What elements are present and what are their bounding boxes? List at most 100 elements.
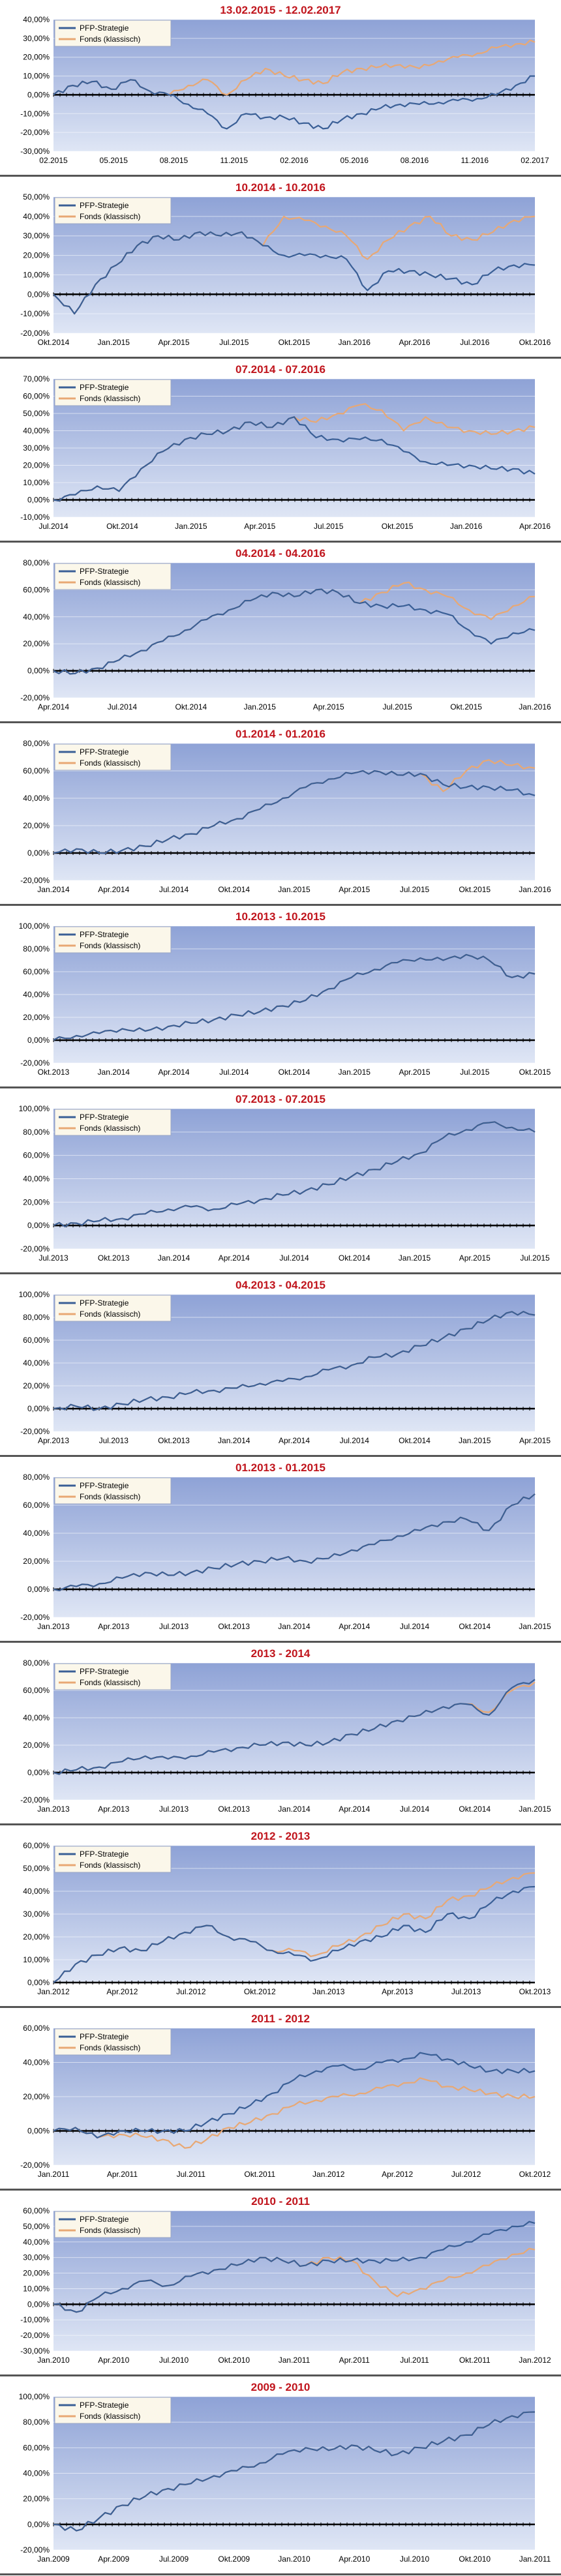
y-tick-label: 40,00% bbox=[23, 427, 50, 436]
x-tick-label: Apr.2009 bbox=[98, 2554, 129, 2564]
y-tick-label: 30,00% bbox=[23, 1910, 50, 1919]
x-tick-label: 08.2015 bbox=[160, 156, 189, 165]
chart-title: 04.2014 - 04.2016 bbox=[235, 547, 326, 560]
legend-box bbox=[54, 926, 172, 953]
x-tick-label: Jan.2015 bbox=[519, 1622, 551, 1631]
x-tick-label: Jul.2010 bbox=[159, 2356, 189, 2365]
series-line-pfp bbox=[53, 231, 536, 315]
y-tick-label: 10,00% bbox=[23, 2284, 50, 2293]
x-tick-label: Jan.2015 bbox=[175, 522, 207, 531]
x-tick-label: Jan.2011 bbox=[279, 2356, 311, 2365]
y-tick-label: 70,00% bbox=[23, 374, 50, 383]
y-tick-label: 0,00% bbox=[27, 1768, 50, 1777]
y-tick-label: -20,00% bbox=[20, 1244, 50, 1253]
chart-panel: 2009 - 2010 100,00% 80,00% 60,00% 40,00% 20,0… bbox=[0, 2377, 561, 2576]
y-tick-label: 40,00% bbox=[23, 1358, 50, 1368]
legend-label-pfp: PFP-Strategie bbox=[80, 201, 129, 210]
x-tick-label: 08.2016 bbox=[401, 156, 429, 165]
chart-panel: 04.2013 - 04.2015 100,00% 80,00% 60,00% 40,0… bbox=[0, 1275, 561, 1458]
chart-title: 2009 - 2010 bbox=[250, 2381, 311, 2393]
x-tick-label: Jan.2010 bbox=[37, 2356, 70, 2365]
x-tick-label: Apr.2013 bbox=[98, 1805, 129, 1814]
y-tick-label: 0,00% bbox=[27, 1404, 50, 1413]
x-tick-label: Okt.2010 bbox=[459, 2554, 491, 2564]
x-tick-label: Jul.2012 bbox=[451, 2170, 481, 2179]
chart-title: 2013 - 2014 bbox=[250, 1647, 311, 1660]
legend-label-pfp: PFP-Strategie bbox=[80, 2215, 129, 2224]
y-tick-label: -20,00% bbox=[20, 2545, 50, 2554]
x-tick-label: Okt.2013 bbox=[98, 1253, 130, 1263]
y-tick-label: 0,00% bbox=[27, 848, 50, 858]
line-chart: 100,00% 80,00% 60,00% 40,00% 20,00% 0,00% -20,… bbox=[19, 921, 551, 1077]
panel-divider bbox=[0, 2573, 561, 2575]
panel-divider bbox=[0, 357, 561, 359]
panel-divider bbox=[0, 1823, 561, 1825]
y-tick-label: 40,00% bbox=[23, 2469, 50, 2478]
x-tick-label: Okt.2014 bbox=[459, 1805, 491, 1814]
y-tick-label: 40,00% bbox=[23, 1887, 50, 1896]
y-tick-label: 80,00% bbox=[23, 558, 50, 567]
line-chart: 40,00% 30,00% 20,00% 10,00% 0,00% -10,00% -20,… bbox=[20, 15, 549, 165]
legend-label-fonds: Fonds (klassisch) bbox=[80, 1310, 140, 1319]
legend-label-fonds: Fonds (klassisch) bbox=[80, 1124, 140, 1133]
y-tick-label: 80,00% bbox=[23, 1473, 50, 1482]
panel-divider bbox=[0, 2189, 561, 2191]
y-tick-label: 0,00% bbox=[27, 2299, 50, 2309]
line-chart: 60,00% 50,00% 40,00% 30,00% 20,00% 10,00% 0,00… bbox=[20, 2206, 551, 2365]
y-tick-label: -30,00% bbox=[20, 147, 50, 156]
y-tick-label: 10,00% bbox=[23, 72, 50, 81]
x-tick-label: 11.2016 bbox=[461, 156, 489, 165]
x-tick-label: Apr.2014 bbox=[219, 1253, 250, 1263]
x-tick-label: Jul.2014 bbox=[159, 885, 189, 894]
panel-divider bbox=[0, 721, 561, 723]
x-tick-label: Apr.2016 bbox=[399, 338, 430, 347]
y-tick-label: 80,00% bbox=[23, 944, 50, 953]
x-tick-label: Jan.2016 bbox=[450, 522, 483, 531]
series-line-pfp bbox=[53, 1121, 536, 1227]
y-tick-label: 50,00% bbox=[23, 2222, 50, 2231]
y-tick-label: 60,00% bbox=[23, 2206, 50, 2215]
y-tick-label: 80,00% bbox=[23, 1313, 50, 1322]
y-tick-label: 30,00% bbox=[23, 2253, 50, 2262]
y-tick-label: 60,00% bbox=[23, 1686, 50, 1695]
legend-box bbox=[54, 379, 172, 406]
x-tick-label: Jul.2013 bbox=[159, 1805, 189, 1814]
y-tick-label: 40,00% bbox=[23, 2238, 50, 2247]
legend-label-fonds: Fonds (klassisch) bbox=[80, 941, 140, 950]
line-chart: 50,00% 40,00% 30,00% 20,00% 10,00% 0,00% -10,0… bbox=[20, 192, 551, 347]
chart-title: 2011 - 2012 bbox=[251, 2013, 310, 2025]
series-line-pfp bbox=[53, 75, 535, 130]
y-tick-label: 100,00% bbox=[19, 1104, 50, 1113]
y-tick-label: 60,00% bbox=[23, 2443, 50, 2452]
y-tick-label: 20,00% bbox=[23, 821, 50, 830]
legend-box bbox=[54, 1109, 172, 1136]
x-tick-label: Apr.2014 bbox=[339, 1805, 370, 1814]
x-tick-label: Okt.2015 bbox=[459, 885, 491, 894]
x-tick-label: Apr.2013 bbox=[38, 1436, 69, 1445]
x-tick-label: Jul.2015 bbox=[400, 885, 430, 894]
legend-label-fonds: Fonds (klassisch) bbox=[80, 758, 140, 768]
legend-box bbox=[54, 743, 172, 771]
x-tick-label: Jan.2014 bbox=[158, 1253, 190, 1263]
x-tick-label: 11.2015 bbox=[220, 156, 249, 165]
legend: PFP-Strategie Fonds (klassisch) bbox=[54, 743, 172, 771]
legend-label-fonds: Fonds (klassisch) bbox=[80, 578, 140, 587]
x-tick-label: Jul.2015 bbox=[382, 702, 412, 711]
y-tick-label: 0,00% bbox=[27, 1221, 50, 1230]
x-tick-label: Jan.2014 bbox=[278, 1805, 311, 1814]
x-tick-label: Jan.2012 bbox=[519, 2356, 551, 2365]
x-tick-label: Apr.2015 bbox=[339, 885, 370, 894]
y-tick-label: -20,00% bbox=[20, 2161, 50, 2170]
panel-divider bbox=[0, 1272, 561, 1274]
legend-box bbox=[54, 197, 172, 224]
x-tick-label: Okt.2014 bbox=[106, 522, 138, 531]
series-line-pfp bbox=[53, 2052, 536, 2139]
y-tick-label: 0,00% bbox=[27, 1585, 50, 1594]
chart-panel: 07.2013 - 07.2015 100,00% 80,00% 60,00% 40,0… bbox=[0, 1089, 561, 1275]
x-tick-label: Apr.2012 bbox=[106, 1987, 138, 1996]
y-tick-label: 0,00% bbox=[27, 1036, 50, 1045]
x-tick-label: Apr.2011 bbox=[107, 2170, 138, 2179]
x-tick-label: Apr.2010 bbox=[98, 2356, 129, 2365]
legend: PFP-Strategie Fonds (klassisch) bbox=[54, 1477, 172, 1505]
x-tick-label: Jan.2013 bbox=[37, 1622, 70, 1631]
